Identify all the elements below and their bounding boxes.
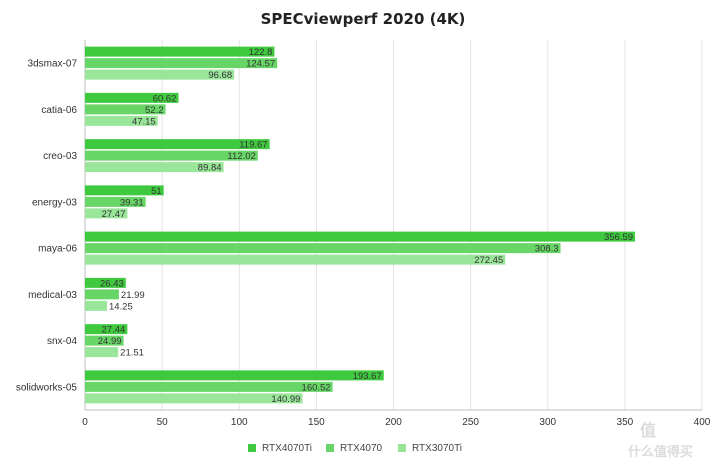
- bar-RTX4070-catia-06: [85, 104, 166, 115]
- bar-RTX4070-energy-03: [85, 196, 146, 207]
- data-label: 89.84: [198, 163, 222, 174]
- legend: RTX4070Ti RTX4070 RTX3070Ti: [248, 443, 462, 454]
- bar-RTX4070-snx-04: [85, 335, 124, 346]
- category-label: 3dsmax-07: [28, 59, 78, 70]
- bar-RTX4070-medical-03: [85, 289, 119, 300]
- data-label: 14.25: [109, 301, 133, 312]
- data-label: 21.99: [121, 290, 145, 301]
- x-tick-label: 150: [308, 417, 325, 428]
- bar-RTX3070Ti-creo-03: [85, 162, 224, 173]
- data-label: 272.45: [474, 255, 503, 266]
- category-label: medical-03: [28, 290, 77, 301]
- legend-label: RTX3070Ti: [412, 443, 462, 454]
- data-label: 47.15: [132, 116, 156, 127]
- data-label: 24.99: [98, 336, 122, 347]
- bar-RTX4070-creo-03: [85, 150, 258, 161]
- bar-RTX4070-solidworks-05: [85, 381, 333, 392]
- category-label: solidworks-05: [16, 382, 78, 393]
- x-tick-label: 350: [617, 417, 634, 428]
- data-label: 160.52: [302, 382, 331, 393]
- x-axis-ticks: 0 50 100 150 200 250 300 350 400: [82, 417, 711, 428]
- bar-RTX3070Ti-energy-03: [85, 208, 128, 219]
- data-label: 112.02: [227, 151, 255, 162]
- data-label: 27.44: [102, 325, 126, 336]
- data-label: 308.3: [535, 244, 559, 255]
- data-label: 124.57: [246, 59, 275, 70]
- y-axis-categories: 3dsmax-07 catia-06 creo-03 energy-03 maya-06…: [16, 59, 78, 394]
- chart-title: SPECviewperf 2020 (4K): [261, 10, 466, 28]
- bar-RTX3070Ti-3dsmax-07: [85, 69, 235, 80]
- x-tick-label: 400: [694, 417, 711, 428]
- watermark-line-2: 什么值得买: [628, 444, 693, 460]
- bar-RTX4070Ti-3dsmax-07: [85, 46, 275, 57]
- data-label: 52.2: [145, 105, 164, 116]
- data-label: 60.62: [153, 93, 177, 104]
- x-tick-label: 0: [82, 417, 88, 428]
- bar-RTX4070Ti-solidworks-05: [85, 370, 384, 381]
- bar-RTX3070Ti-medical-03: [85, 300, 107, 311]
- bar-RTX3070Ti-catia-06: [85, 115, 158, 126]
- legend-swatch-RTX4070Ti: [248, 444, 256, 452]
- data-label: 193.67: [353, 371, 382, 382]
- x-tick-label: 300: [539, 417, 556, 428]
- bar-RTX4070Ti-medical-03: [85, 277, 126, 288]
- bar-RTX3070Ti-maya-06: [85, 254, 506, 265]
- bar-RTX4070Ti-energy-03: [85, 185, 164, 196]
- data-label: 140.99: [271, 394, 300, 405]
- data-label: 122.8: [249, 47, 273, 58]
- legend-label: RTX4070Ti: [262, 443, 312, 454]
- bar-RTX4070-maya-06: [85, 243, 561, 254]
- x-tick-label: 200: [385, 417, 402, 428]
- data-label: 21.51: [120, 348, 144, 359]
- data-label: 96.68: [208, 70, 232, 81]
- bar-RTX4070Ti-creo-03: [85, 139, 270, 150]
- x-tick-label: 100: [231, 417, 248, 428]
- data-label: 356.59: [604, 232, 633, 243]
- category-label: catia-06: [41, 105, 77, 116]
- category-label: creo-03: [43, 151, 77, 162]
- data-label: 39.31: [120, 197, 144, 208]
- data-label: 51: [151, 186, 162, 197]
- bar-RTX4070Ti-snx-04: [85, 324, 128, 335]
- legend-swatch-RTX3070Ti: [398, 444, 406, 452]
- bar-RTX4070Ti-maya-06: [85, 231, 636, 242]
- bar-RTX4070-3dsmax-07: [85, 58, 278, 69]
- bars: [85, 46, 636, 404]
- category-label: snx-04: [47, 336, 77, 347]
- legend-swatch-RTX4070: [326, 444, 334, 452]
- watermark-logo: 值 什么值得买: [628, 421, 693, 460]
- bar-RTX3070Ti-snx-04: [85, 347, 119, 358]
- category-label: maya-06: [38, 244, 77, 255]
- watermark-line-1: 值: [640, 421, 656, 440]
- legend-label: RTX4070: [340, 443, 383, 454]
- bar-RTX4070Ti-catia-06: [85, 92, 179, 103]
- data-label: 26.43: [100, 278, 124, 289]
- category-label: energy-03: [32, 197, 77, 208]
- x-tick-label: 250: [462, 417, 479, 428]
- bar-RTX3070Ti-solidworks-05: [85, 393, 303, 404]
- x-tick-label: 50: [157, 417, 169, 428]
- data-label: 27.47: [102, 209, 126, 220]
- data-label: 119.67: [239, 140, 267, 151]
